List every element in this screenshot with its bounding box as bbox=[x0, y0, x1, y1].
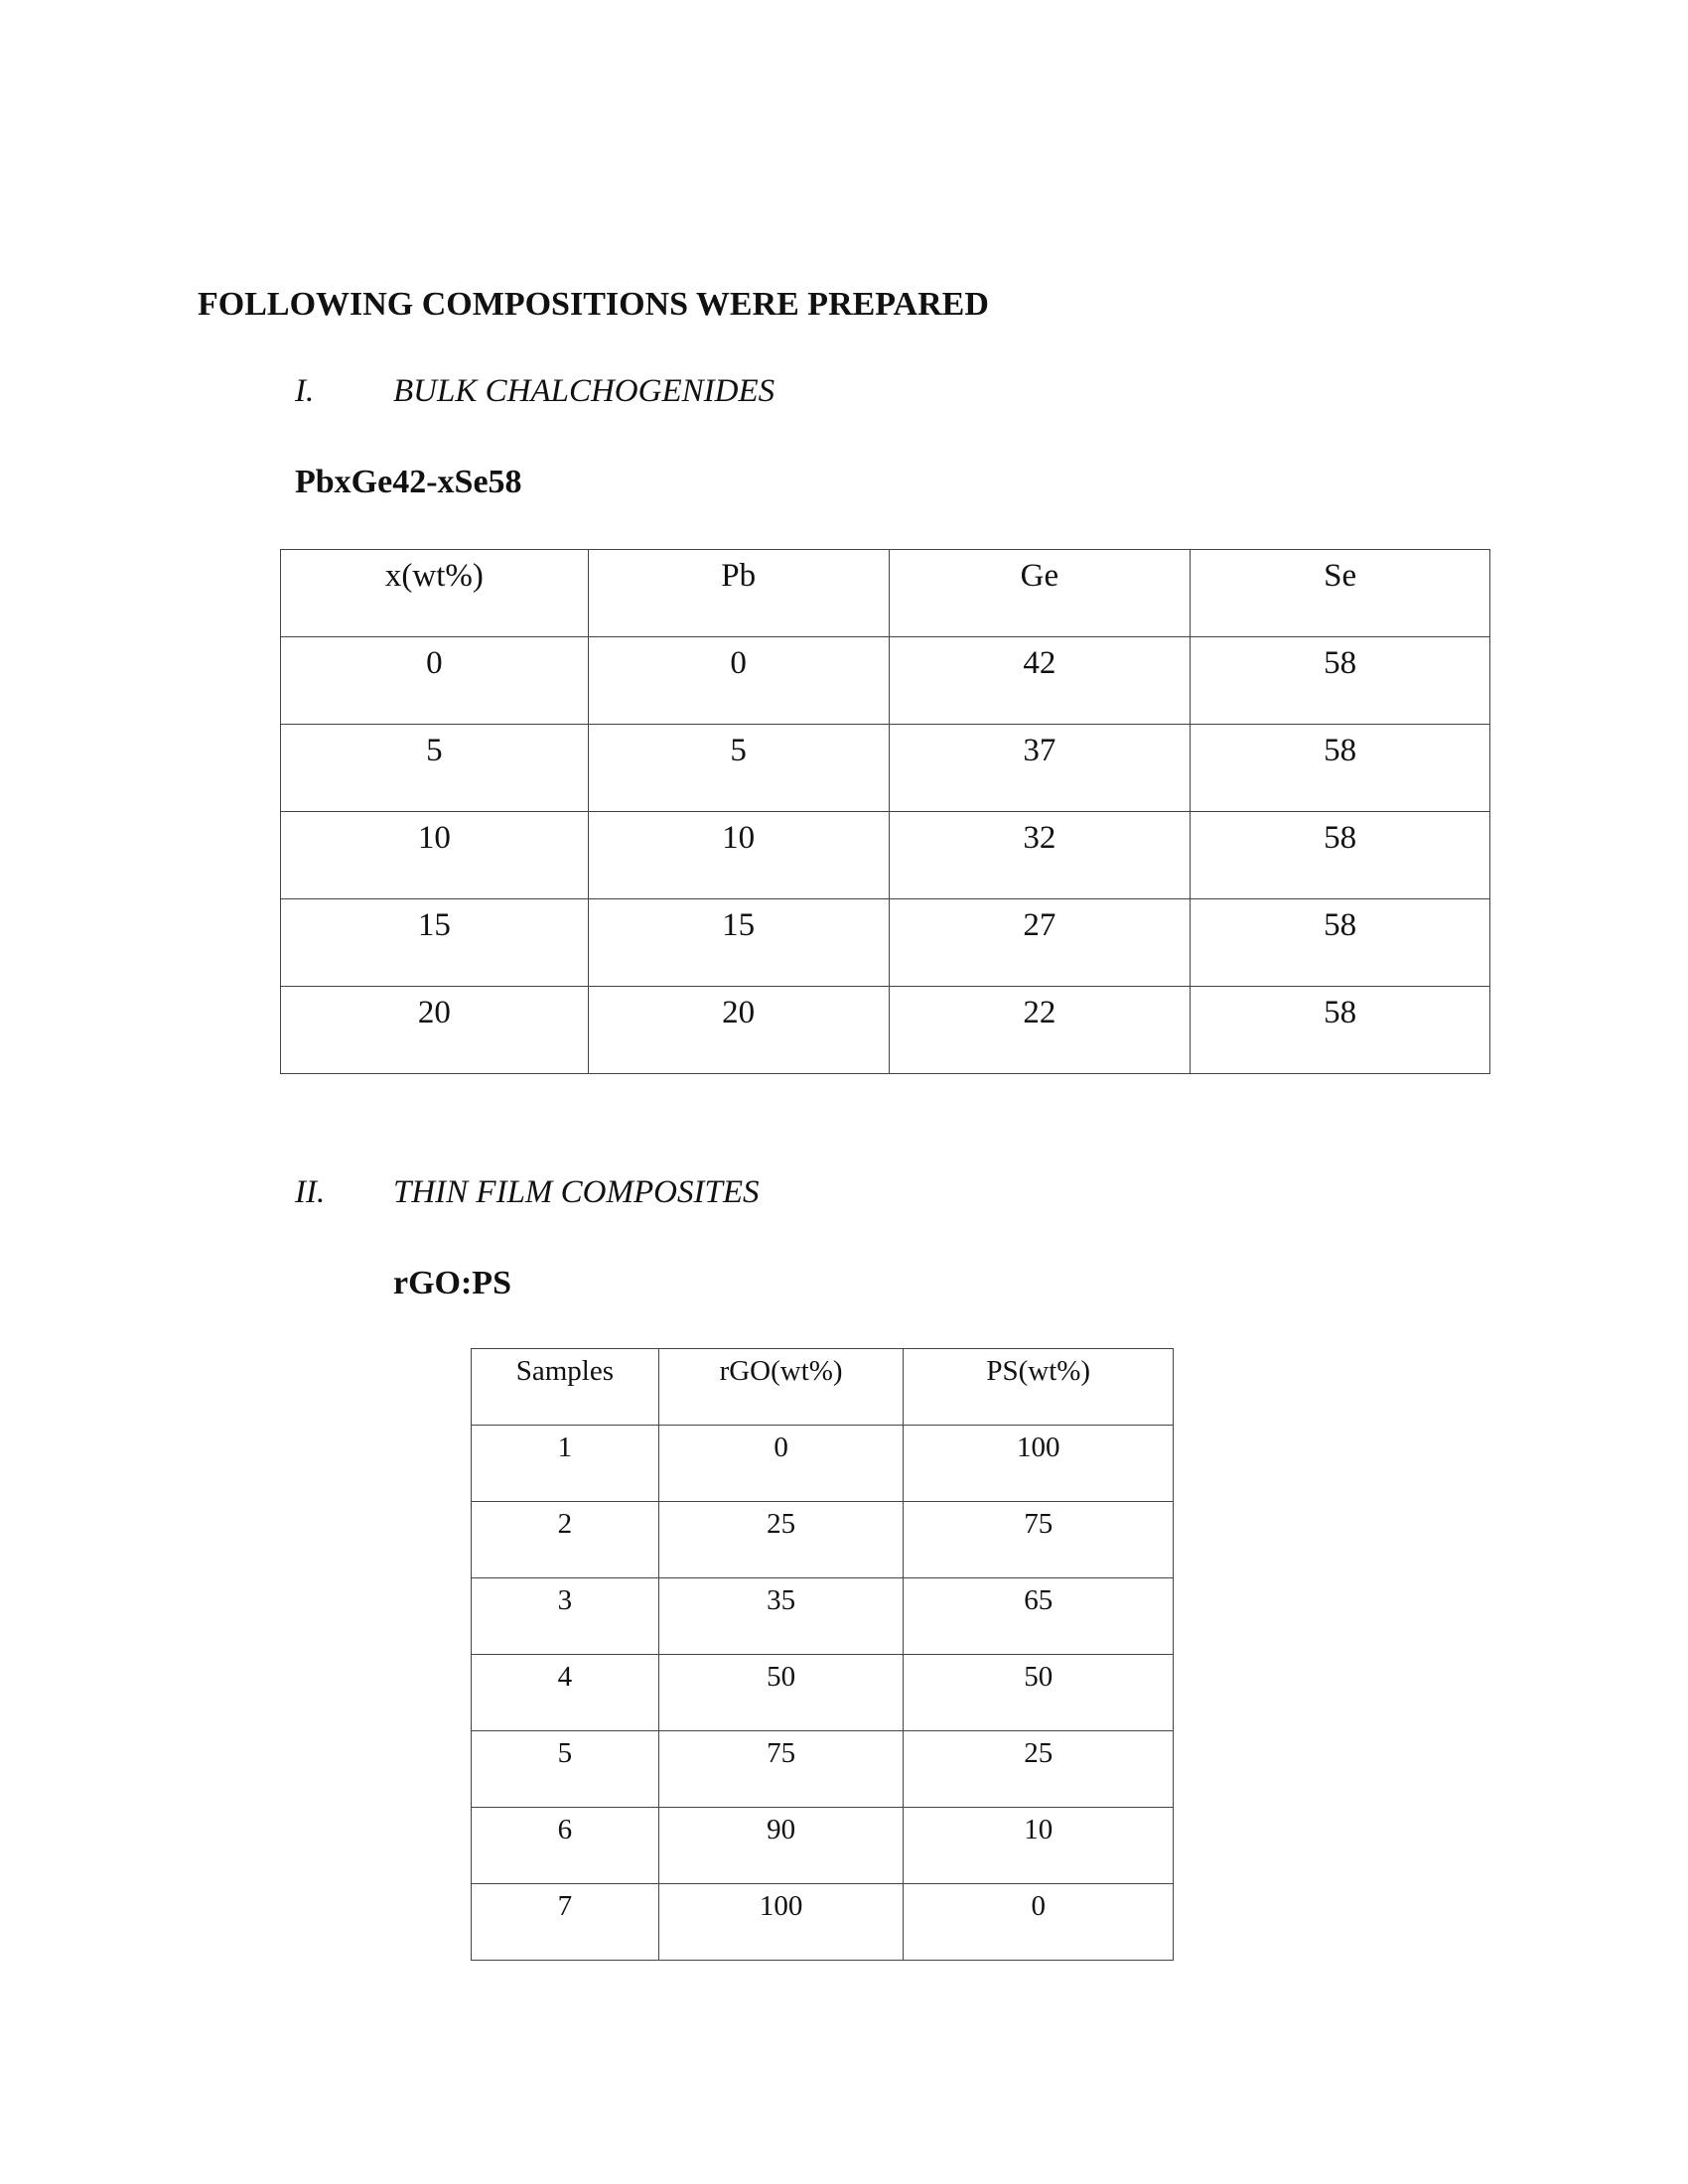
table-row: 7 100 0 bbox=[471, 1883, 1174, 1961]
table-cell: 10 bbox=[903, 1807, 1174, 1884]
table-cell: 58 bbox=[1190, 724, 1490, 812]
table-cell: 32 bbox=[888, 811, 1192, 899]
section-2-heading: THIN FILM COMPOSITES bbox=[393, 1174, 760, 1210]
table-cell: 27 bbox=[888, 898, 1192, 987]
table-cell: 25 bbox=[657, 1501, 905, 1578]
column-header: x(wt%) bbox=[280, 549, 589, 637]
table-row: 15 15 27 58 bbox=[280, 898, 1490, 987]
table-cell: 0 bbox=[280, 636, 589, 725]
table-cell: 10 bbox=[280, 811, 589, 899]
table-cell: 6 bbox=[471, 1807, 659, 1884]
table-cell: 37 bbox=[888, 724, 1192, 812]
column-header: PS(wt%) bbox=[903, 1348, 1174, 1426]
table-row: 6 90 10 bbox=[471, 1807, 1174, 1884]
page-title: FOLLOWING COMPOSITIONS WERE PREPARED bbox=[198, 286, 989, 323]
section-1-heading: BULK CHALCHOGENIDES bbox=[393, 373, 775, 409]
table-cell: 20 bbox=[280, 986, 589, 1074]
table-cell: 58 bbox=[1190, 898, 1490, 987]
table-cell: 2 bbox=[471, 1501, 659, 1578]
table-header-row: Samples rGO(wt%) PS(wt%) bbox=[471, 1348, 1174, 1426]
table-row: 3 35 65 bbox=[471, 1577, 1174, 1655]
table-cell: 58 bbox=[1190, 636, 1490, 725]
table-cell: 5 bbox=[471, 1730, 659, 1808]
table-cell: 0 bbox=[657, 1425, 905, 1502]
table-cell: 65 bbox=[903, 1577, 1174, 1655]
table-row: 1 0 100 bbox=[471, 1425, 1174, 1502]
section-2-numeral: II. bbox=[295, 1174, 326, 1210]
bulk-composition-table: x(wt%) Pb Ge Se 0 0 42 58 5 5 37 58 10 10 32 58 15 15 27 58… bbox=[280, 549, 1490, 1074]
table-cell: 15 bbox=[587, 898, 890, 987]
thin-film-composition-table: Samples rGO(wt%) PS(wt%) 1 0 100 2 25 75 3 35 65 4 50… bbox=[471, 1348, 1174, 1961]
table-cell: 75 bbox=[657, 1730, 905, 1808]
column-header: Samples bbox=[471, 1348, 659, 1426]
section-2-formula: rGO:PS bbox=[393, 1265, 511, 1301]
table-cell: 22 bbox=[888, 986, 1192, 1074]
table-cell: 7 bbox=[471, 1883, 659, 1961]
table-cell: 90 bbox=[657, 1807, 905, 1884]
table-cell: 42 bbox=[888, 636, 1192, 725]
table-cell: 50 bbox=[903, 1654, 1174, 1731]
table-cell: 1 bbox=[471, 1425, 659, 1502]
table-row: 20 20 22 58 bbox=[280, 986, 1490, 1074]
table-cell: 0 bbox=[587, 636, 890, 725]
table-row: 0 0 42 58 bbox=[280, 636, 1490, 725]
column-header: Ge bbox=[888, 549, 1192, 637]
table-row: 5 5 37 58 bbox=[280, 724, 1490, 812]
table-cell: 4 bbox=[471, 1654, 659, 1731]
table-cell: 5 bbox=[587, 724, 890, 812]
section-1-numeral: I. bbox=[295, 373, 315, 409]
table-cell: 35 bbox=[657, 1577, 905, 1655]
column-header: rGO(wt%) bbox=[657, 1348, 905, 1426]
table-row: 4 50 50 bbox=[471, 1654, 1174, 1731]
table-cell: 3 bbox=[471, 1577, 659, 1655]
table-cell: 58 bbox=[1190, 811, 1490, 899]
table-cell: 58 bbox=[1190, 986, 1490, 1074]
table-cell: 20 bbox=[587, 986, 890, 1074]
table-cell: 15 bbox=[280, 898, 589, 987]
table-cell: 5 bbox=[280, 724, 589, 812]
table-header-row: x(wt%) Pb Ge Se bbox=[280, 549, 1490, 637]
column-header: Se bbox=[1190, 549, 1490, 637]
column-header: Pb bbox=[587, 549, 890, 637]
table-cell: 100 bbox=[903, 1425, 1174, 1502]
table-row: 10 10 32 58 bbox=[280, 811, 1490, 899]
table-row: 5 75 25 bbox=[471, 1730, 1174, 1808]
table-cell: 100 bbox=[657, 1883, 905, 1961]
table-cell: 75 bbox=[903, 1501, 1174, 1578]
section-1-formula: PbxGe42-xSe58 bbox=[295, 464, 522, 500]
table-cell: 50 bbox=[657, 1654, 905, 1731]
table-cell: 10 bbox=[587, 811, 890, 899]
table-cell: 0 bbox=[903, 1883, 1174, 1961]
table-row: 2 25 75 bbox=[471, 1501, 1174, 1578]
table-cell: 25 bbox=[903, 1730, 1174, 1808]
